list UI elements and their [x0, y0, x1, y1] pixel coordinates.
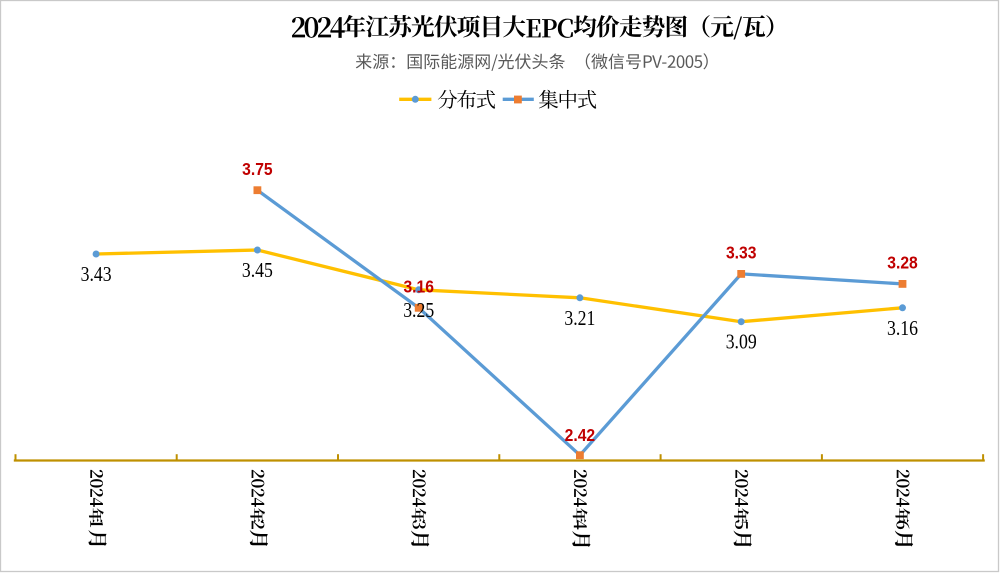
svg-text:2.42: 2.42	[565, 425, 596, 445]
svg-text:3.43: 3.43	[81, 262, 112, 286]
svg-text:3.45: 3.45	[242, 258, 273, 282]
svg-text:3.21: 3.21	[564, 306, 595, 330]
svg-text:3.16: 3.16	[403, 277, 434, 297]
svg-text:3.09: 3.09	[726, 330, 757, 354]
svg-text:3.75: 3.75	[242, 159, 273, 179]
svg-text:3.16: 3.16	[887, 316, 918, 340]
svg-text:3.25: 3.25	[403, 298, 434, 322]
svg-text:3.33: 3.33	[726, 243, 757, 263]
svg-text:3.28: 3.28	[887, 253, 918, 273]
